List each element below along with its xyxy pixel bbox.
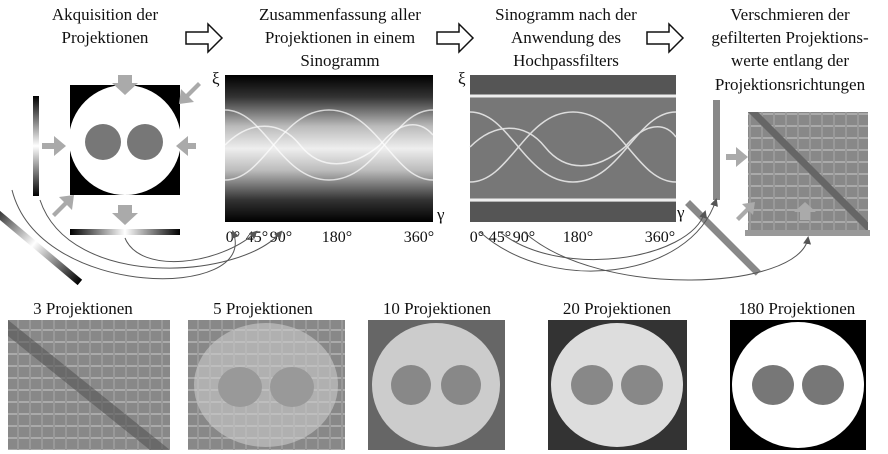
caption: 3 Projektionen <box>33 299 133 318</box>
step-title: Verschmieren der <box>730 5 850 24</box>
step-title: gefilterten Projektions- <box>711 28 869 47</box>
step-title: Sinogramm nach der <box>495 5 637 24</box>
tick-label: 180° <box>563 229 593 246</box>
tick-label: 360° <box>404 229 434 246</box>
caption: 5 Projektionen <box>213 299 313 318</box>
reconstructions <box>8 320 866 450</box>
tick-label: 180° <box>322 229 352 246</box>
caption: 180 Projektionen <box>739 299 856 318</box>
tick-label: 90° <box>513 229 535 246</box>
step-title: werte entlang der <box>731 51 849 70</box>
tick-label: 0° <box>470 229 484 246</box>
axis-label: ξ <box>458 69 466 88</box>
axis-label: γ <box>676 203 685 222</box>
phantom <box>0 75 201 285</box>
back-projection <box>685 100 870 276</box>
step-title: Akquisition der <box>52 5 159 24</box>
sinogram <box>225 75 433 222</box>
step-title: Hochpassfilters <box>513 51 619 70</box>
axis-label: ξ <box>212 69 220 88</box>
filtered-sinogram <box>470 75 676 222</box>
step-title: Anwendung des <box>511 28 621 47</box>
step-title: Sinogramm <box>300 51 379 70</box>
step-title: Projektionsrichtungen <box>715 75 866 94</box>
step-title: Projektionen in einem <box>265 28 415 47</box>
caption: 20 Projektionen <box>563 299 672 318</box>
tick-label: 0° <box>226 229 240 246</box>
tick-label: 90° <box>270 229 292 246</box>
diagram: Akquisition der Projektionen Zusammenfas… <box>0 0 888 454</box>
caption: 10 Projektionen <box>383 299 492 318</box>
axis-label: γ <box>436 205 445 224</box>
step-title: Projektionen <box>62 28 149 47</box>
step-title: Zusammenfassung aller <box>259 5 421 24</box>
tick-label: 360° <box>645 229 675 246</box>
